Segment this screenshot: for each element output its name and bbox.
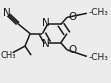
Text: N: N — [3, 8, 11, 18]
Text: N: N — [42, 18, 50, 28]
Text: N: N — [42, 39, 50, 49]
Text: -CH₃: -CH₃ — [88, 8, 108, 17]
Text: O: O — [68, 45, 76, 55]
Text: O: O — [68, 12, 76, 22]
Text: -CH₃: -CH₃ — [88, 53, 108, 62]
Text: CH₃: CH₃ — [1, 51, 16, 60]
